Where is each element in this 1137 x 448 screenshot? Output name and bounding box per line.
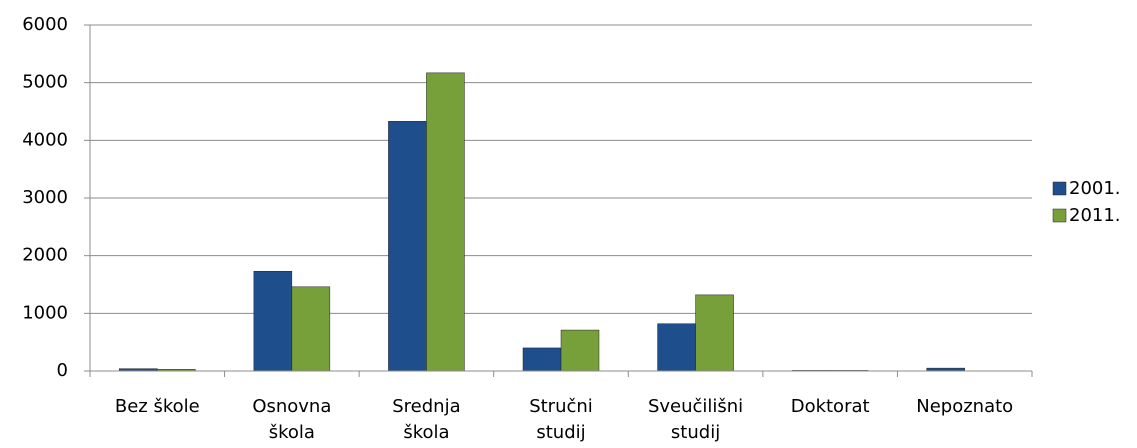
y-tick-label: 4000 bbox=[22, 129, 68, 150]
y-tick-label: 1000 bbox=[22, 302, 68, 323]
x-tick-label: Doktorat bbox=[790, 396, 870, 417]
y-tick-label: 2000 bbox=[22, 245, 68, 266]
bar bbox=[560, 329, 600, 372]
legend-swatch bbox=[1052, 208, 1067, 223]
legend-label: 2001. bbox=[1069, 178, 1121, 199]
bar bbox=[695, 294, 734, 372]
y-tick-label: 6000 bbox=[22, 14, 68, 35]
x-tick-label: Nepoznato bbox=[916, 396, 1014, 417]
bar bbox=[291, 286, 331, 372]
legend-swatch bbox=[1052, 181, 1067, 196]
x-tick-label: Osnovna škola bbox=[252, 396, 332, 443]
bar bbox=[657, 323, 696, 372]
y-tick-label: 5000 bbox=[22, 72, 68, 93]
bar bbox=[522, 347, 562, 372]
bar bbox=[426, 72, 465, 372]
bar bbox=[388, 121, 427, 372]
bar bbox=[253, 270, 293, 372]
x-tick-label: Bez škole bbox=[114, 396, 200, 417]
y-tick-label: 0 bbox=[57, 360, 68, 381]
y-tick-label: 3000 bbox=[22, 187, 68, 208]
legend-label: 2011. bbox=[1069, 205, 1121, 226]
x-tick-label: Sveučilišni studij bbox=[647, 396, 744, 443]
x-tick-label: Srednja škola bbox=[392, 396, 461, 443]
x-tick-label: Stručni studij bbox=[529, 396, 593, 443]
